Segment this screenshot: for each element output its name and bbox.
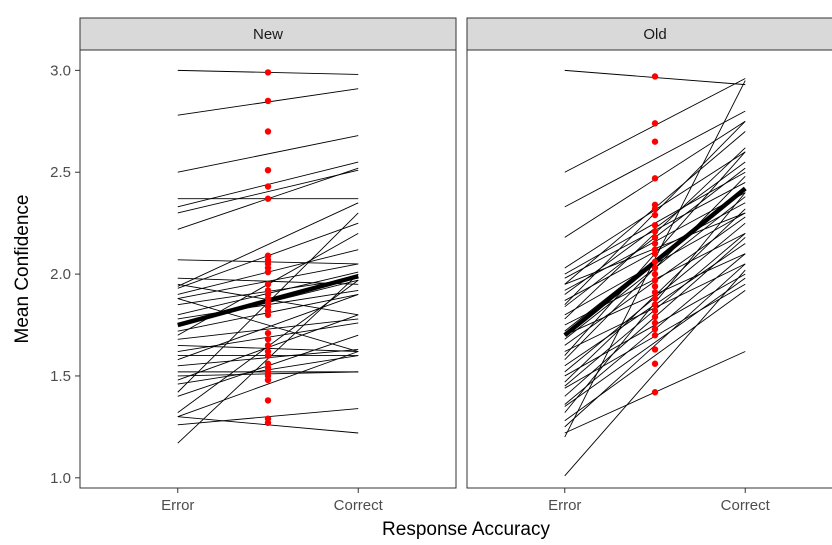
midpoint-marker	[651, 264, 659, 272]
y-axis: 1.0 1.5 2.0 2.5 3.0	[50, 62, 80, 487]
midpoint-marker	[651, 389, 659, 396]
midpoint-marker	[651, 234, 659, 241]
midpoint-marker	[651, 175, 659, 182]
panel-strip	[466, 17, 832, 51]
midpoint-marker	[651, 228, 659, 235]
x-tick-label: Error	[161, 497, 194, 514]
midpoint-marker	[651, 138, 659, 145]
x-axis: Error Correct	[548, 488, 771, 514]
midpoint-marker	[651, 307, 659, 314]
midpoint-marker	[264, 97, 272, 105]
midpoint-marker	[651, 319, 659, 327]
y-tick-label: 1.5	[50, 368, 71, 385]
midpoint-marker	[651, 346, 659, 353]
midpoints	[264, 69, 272, 427]
midpoints	[651, 73, 659, 396]
midpoint-marker	[651, 258, 659, 266]
midpoint-marker	[651, 73, 659, 80]
participant-line	[177, 294, 359, 361]
midpoint-marker	[651, 120, 659, 127]
midpoint-marker	[264, 419, 272, 427]
midpoint-marker	[651, 270, 659, 278]
midpoint-marker	[264, 183, 272, 190]
participant-line	[564, 277, 746, 407]
midpoint-marker	[651, 222, 659, 229]
midpoint-marker	[651, 301, 659, 308]
participant-line	[564, 110, 746, 208]
participant-line	[177, 135, 359, 173]
midpoint-marker	[264, 376, 272, 384]
midpoint-marker	[264, 128, 272, 135]
panel-old: Old Error Correct	[466, 17, 832, 514]
midpoint-marker	[651, 332, 659, 339]
x-tick-label: Correct	[721, 497, 771, 514]
midpoint-marker	[651, 360, 659, 367]
midpoint-marker	[264, 311, 272, 319]
participant-line	[177, 169, 359, 214]
y-axis-title: Mean Confidence	[12, 195, 33, 344]
participant-lines	[177, 69, 359, 444]
midpoint-marker	[651, 283, 659, 290]
midpoint-marker	[264, 352, 272, 359]
midpoint-marker	[264, 397, 272, 404]
y-tick-label: 2.0	[50, 266, 71, 283]
midpoint-marker	[264, 342, 272, 349]
midpoint-marker	[651, 313, 659, 321]
midpoint-marker	[651, 289, 659, 296]
participant-line	[564, 290, 746, 422]
midpoint-marker	[264, 329, 272, 337]
midpoint-marker	[264, 195, 272, 202]
midpoint-marker	[651, 277, 659, 284]
participant-line	[177, 351, 359, 418]
midpoint-marker	[651, 250, 659, 257]
midpoint-marker	[651, 205, 659, 213]
midpoint-marker	[264, 336, 272, 343]
participant-line	[177, 202, 359, 287]
panel-strip	[79, 17, 457, 51]
midpoint-marker	[264, 281, 272, 288]
participant-line	[177, 298, 359, 352]
x-tick-label: Error	[548, 497, 581, 514]
y-tick-label: 3.0	[50, 62, 71, 79]
y-tick-label: 2.5	[50, 164, 71, 181]
midpoint-marker	[264, 166, 272, 174]
midpoint-marker	[651, 295, 659, 302]
participant-line	[177, 318, 359, 340]
panel-new: New Error Correct	[79, 17, 457, 514]
y-tick-label: 1.0	[50, 470, 71, 487]
panel-strip-label: New	[253, 26, 283, 43]
x-tick-label: Correct	[334, 497, 384, 514]
panel-strip-label: Old	[643, 26, 666, 43]
x-axis-title: Response Accuracy	[382, 519, 550, 540]
midpoint-marker	[651, 211, 659, 219]
panels-layer: New Error Correct Old Error Correct	[79, 17, 832, 514]
x-axis: Error Correct	[161, 488, 384, 514]
participant-line	[564, 269, 746, 477]
midpoint-marker	[264, 268, 272, 276]
midpoint-marker	[651, 240, 659, 247]
midpoint-marker	[264, 69, 272, 76]
participant-line	[564, 263, 746, 428]
midpoint-marker	[651, 325, 659, 333]
